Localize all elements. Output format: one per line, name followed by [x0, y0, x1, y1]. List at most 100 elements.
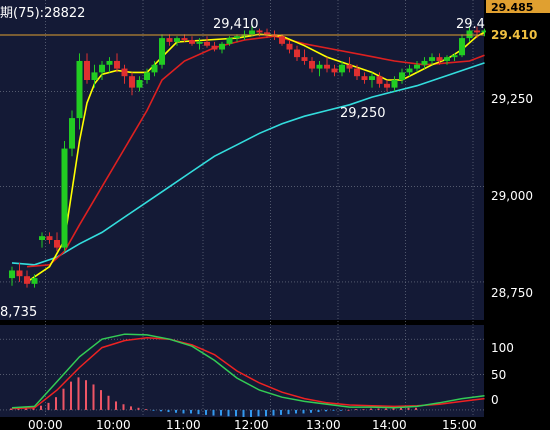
- oscillator-tick-label: 50: [491, 368, 506, 382]
- histogram-bar: [182, 409, 185, 414]
- histogram-bar: [227, 409, 230, 417]
- high-annotation-right: 29.4: [456, 17, 485, 32]
- histogram-bar: [205, 409, 207, 415]
- candle-body: [429, 57, 435, 61]
- candle-body: [174, 38, 180, 42]
- candle-body: [346, 64, 353, 69]
- time-axis-area: [0, 417, 484, 430]
- candle-body: [84, 60, 90, 80]
- candle-body: [129, 76, 135, 88]
- histogram-bar: [160, 409, 162, 412]
- time-tick-label: 00:00: [28, 418, 63, 430]
- candle-body: [354, 68, 360, 77]
- candle-body: [9, 270, 15, 279]
- candle-body: [256, 30, 263, 33]
- candle-body: [204, 41, 210, 46]
- candle-body: [361, 76, 368, 80]
- histogram-bar: [212, 409, 215, 416]
- histogram-bar: [107, 395, 110, 410]
- histogram-bar: [40, 405, 42, 410]
- histogram-bar: [325, 409, 327, 412]
- low-annotation-left: 8,735: [0, 305, 37, 320]
- histogram-bar: [400, 407, 402, 410]
- candle-body: [181, 38, 188, 40]
- high-price-tag-text: 29.485: [491, 1, 533, 14]
- histogram-bar: [122, 404, 125, 410]
- histogram-bar: [92, 384, 95, 410]
- histogram-bar: [287, 409, 290, 415]
- histogram-bar: [340, 409, 342, 411]
- histogram-bar: [167, 409, 170, 413]
- candle-body: [24, 276, 30, 284]
- histogram-bar: [145, 409, 147, 411]
- candle-body: [121, 68, 128, 77]
- candle-body: [16, 270, 23, 277]
- histogram-bar: [197, 409, 200, 415]
- time-tick-label: 14:00: [372, 418, 407, 430]
- oscillator: [10, 333, 485, 417]
- candle-body: [211, 45, 218, 50]
- candle-body: [474, 30, 480, 33]
- candle-body: [61, 148, 68, 248]
- candle-body: [451, 55, 458, 58]
- price-panel: [0, 0, 484, 320]
- candle-body: [114, 60, 120, 69]
- histogram-bar: [355, 409, 357, 411]
- candle-body: [144, 72, 150, 80]
- candle-body: [279, 36, 285, 44]
- candles: [9, 24, 488, 288]
- candle-body: [54, 240, 60, 248]
- candle-body: [481, 30, 488, 33]
- candle-body: [459, 38, 465, 56]
- time-tick-label: 11:00: [166, 418, 201, 430]
- histogram-bar: [370, 408, 372, 410]
- histogram-bar: [77, 377, 80, 410]
- histogram-bar: [17, 408, 20, 410]
- grid-lines: [0, 0, 484, 417]
- histogram-bar: [272, 409, 275, 416]
- histogram-bar: [115, 401, 117, 410]
- histogram-bar: [250, 409, 252, 417]
- histogram-bar: [10, 408, 12, 410]
- oscillator-tick-label: 0: [491, 393, 499, 407]
- candle-body: [324, 64, 330, 69]
- time-tick-label: 10:00: [96, 418, 131, 430]
- histogram-bar: [257, 409, 260, 417]
- candle-body: [69, 118, 75, 149]
- time-tick-label: 13:00: [306, 418, 341, 430]
- oscillator-red-line: [11, 336, 485, 410]
- candle-body: [384, 83, 390, 88]
- histogram-bar: [407, 407, 410, 410]
- candle-body: [391, 80, 398, 88]
- candle-body: [219, 43, 225, 50]
- candle-body: [31, 278, 38, 284]
- histogram-bar: [55, 397, 57, 410]
- histogram-bar: [242, 409, 245, 417]
- right-axis-area: [484, 0, 550, 430]
- histogram-bar: [392, 407, 395, 410]
- candle-body: [151, 64, 158, 73]
- candle-body: [414, 64, 420, 69]
- ma-slow-line: [11, 62, 485, 266]
- histogram-bar: [295, 409, 297, 414]
- time-tick-label: 12:00: [234, 418, 269, 430]
- oscillator-panel: [0, 325, 484, 417]
- candle-body: [369, 76, 375, 80]
- candle-body: [444, 57, 450, 61]
- candle-body: [166, 38, 173, 42]
- candle-body: [294, 49, 300, 58]
- candle-body: [189, 40, 195, 44]
- candle-body: [466, 30, 473, 39]
- ma-period-label: 期(75):28822: [0, 6, 85, 21]
- histogram-bar: [100, 390, 102, 410]
- histogram-bar: [362, 409, 365, 411]
- histogram-bar: [377, 408, 380, 410]
- last-price-tag-text: 29.410: [491, 28, 537, 42]
- price-tick-label: 29,250: [491, 92, 533, 106]
- high-price-tag: [486, 0, 550, 13]
- histogram-bar: [70, 381, 72, 410]
- histogram-bar: [85, 380, 87, 410]
- candle-body: [421, 60, 428, 65]
- histogram-bar: [25, 407, 27, 410]
